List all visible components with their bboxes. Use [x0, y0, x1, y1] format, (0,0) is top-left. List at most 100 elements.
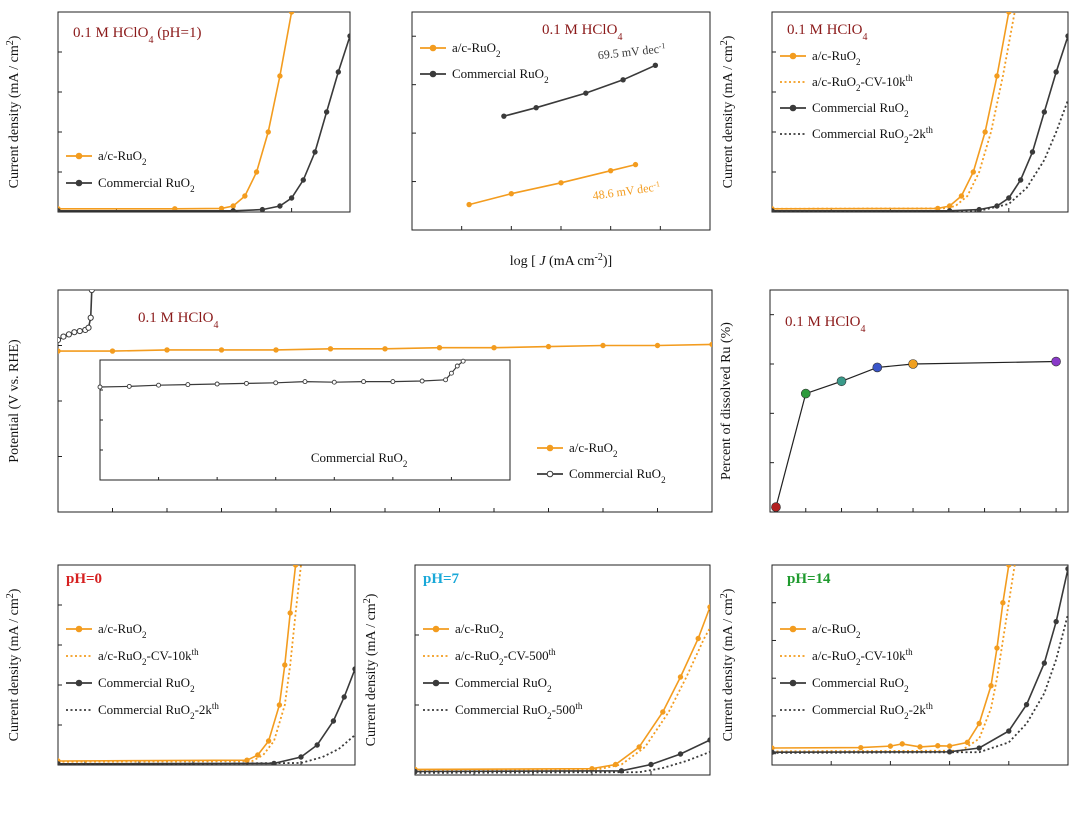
- legend-marker: [789, 679, 797, 687]
- data-point: [982, 129, 988, 135]
- series-line: [415, 627, 710, 771]
- legend-label-part: a/c-RuO: [812, 648, 856, 663]
- data-point: [1029, 149, 1036, 155]
- data-point: [1065, 566, 1068, 572]
- legend-label-part: 2: [544, 75, 549, 85]
- data-point: [600, 342, 606, 349]
- inset-data-point: [302, 379, 308, 385]
- data-point: [958, 193, 965, 199]
- legend-label-part: -2k: [909, 702, 927, 717]
- plot-frame: [57, 11, 351, 213]
- series-line: [58, 565, 297, 762]
- y-axis-label-part: ): [721, 588, 736, 593]
- data-point: [277, 203, 283, 209]
- data-point: [300, 177, 306, 183]
- inset-data-point: [443, 377, 449, 383]
- data-point: [230, 203, 236, 209]
- series-line: [772, 568, 1068, 753]
- y-axis-label-part: 2: [5, 40, 16, 45]
- x-axis-label-part: log [: [510, 254, 540, 269]
- condition-annotation-part: 0.1 M HClO: [138, 310, 214, 326]
- data-point: [771, 502, 781, 512]
- x-axis-label: log [ J (mA cm-2)]: [510, 252, 612, 270]
- series-line: [415, 739, 710, 773]
- data-point: [994, 73, 1000, 79]
- legend-marker: [789, 625, 797, 633]
- legend-label-part: 2: [499, 630, 504, 640]
- legend-marker: [429, 70, 437, 78]
- condition-annotation-part: 4: [213, 320, 218, 331]
- data-point: [800, 388, 811, 399]
- legend-label: a/c-RuO2-CV-500th: [455, 647, 556, 667]
- panel-h: Current density (mA / cm2)pH=14a/c-RuO2a…: [719, 564, 1069, 766]
- y-axis-label: Percent of dissolved Ru (%): [719, 322, 734, 480]
- legend-label-part: 2: [190, 711, 195, 721]
- condition-annotation: pH=14: [787, 571, 831, 587]
- condition-annotation-part: 4: [862, 32, 867, 43]
- legend-label-part: 2: [613, 449, 618, 459]
- legend-label-part: 2: [547, 711, 552, 721]
- data-point: [501, 113, 507, 119]
- data-point: [654, 342, 661, 349]
- series-line: [775, 360, 1057, 508]
- data-point: [292, 565, 299, 568]
- legend-marker: [789, 104, 797, 112]
- legend-label: a/c-RuO2-CV-10kth: [812, 73, 913, 93]
- legend-label-part: Commercial RuO: [455, 675, 547, 690]
- data-point: [976, 745, 982, 751]
- legend-label-part: 2: [904, 684, 909, 694]
- data-point: [772, 745, 775, 751]
- legend-label: Commercial RuO2: [812, 675, 909, 694]
- slope-label-part: -1: [653, 179, 661, 189]
- inset-label: Commercial RuO2: [311, 450, 408, 469]
- legend-label: Commercial RuO2-2kth: [98, 701, 219, 721]
- data-point: [988, 683, 994, 689]
- data-point: [935, 743, 941, 749]
- inset-chart: Commercial RuO2: [97, 358, 511, 481]
- y-axis-label: Current density (mA / cm2): [5, 588, 23, 741]
- data-point: [1000, 600, 1006, 606]
- legend-label-part: th: [906, 647, 914, 657]
- data-point: [858, 744, 864, 751]
- data-point: [994, 645, 1000, 651]
- legend-marker: [75, 625, 83, 633]
- data-point: [255, 752, 261, 758]
- data-point: [709, 341, 712, 348]
- legend-label-part: Commercial RuO: [812, 702, 904, 717]
- legend-label-part: a/c-RuO: [98, 148, 142, 163]
- legend-label-part: Commercial RuO: [812, 100, 904, 115]
- data-point: [583, 90, 589, 96]
- slope-label: 69.5 mV dec-1: [597, 41, 666, 63]
- data-point: [1053, 69, 1059, 75]
- data-point: [287, 610, 293, 616]
- legend-label-part: 2: [142, 657, 147, 667]
- legend-label-part: Commercial RuO: [98, 175, 190, 190]
- inset-label-part: Commercial RuO: [311, 450, 403, 465]
- series-line: [772, 12, 1016, 210]
- data-point: [265, 129, 271, 135]
- legend-marker: [75, 152, 83, 160]
- x-axis-label-part: )]: [603, 254, 612, 269]
- data-point: [908, 359, 918, 369]
- legend-label-part: 2: [904, 711, 909, 721]
- inset-data-point: [390, 379, 396, 385]
- inset-data-point: [331, 379, 337, 385]
- data-point: [677, 674, 684, 680]
- slope-label: 48.6 mV dec-1: [592, 179, 661, 203]
- data-point: [218, 205, 225, 212]
- y-axis-label-part: 2: [719, 40, 730, 45]
- series-line: [58, 565, 302, 763]
- data-point: [887, 743, 894, 749]
- data-point: [917, 744, 923, 750]
- y-axis-label-part: 2: [719, 593, 730, 598]
- legend-marker: [75, 179, 83, 187]
- condition-annotation: 0.1 M HClO4: [542, 22, 622, 43]
- legend-label: a/c-RuO2: [812, 48, 861, 67]
- inset-data-point: [185, 382, 191, 388]
- data-point: [436, 345, 443, 351]
- data-point: [707, 604, 710, 610]
- data-point: [382, 346, 388, 352]
- condition-annotation: 0.1 M HClO4: [787, 22, 867, 43]
- legend-label-part: th: [906, 73, 914, 83]
